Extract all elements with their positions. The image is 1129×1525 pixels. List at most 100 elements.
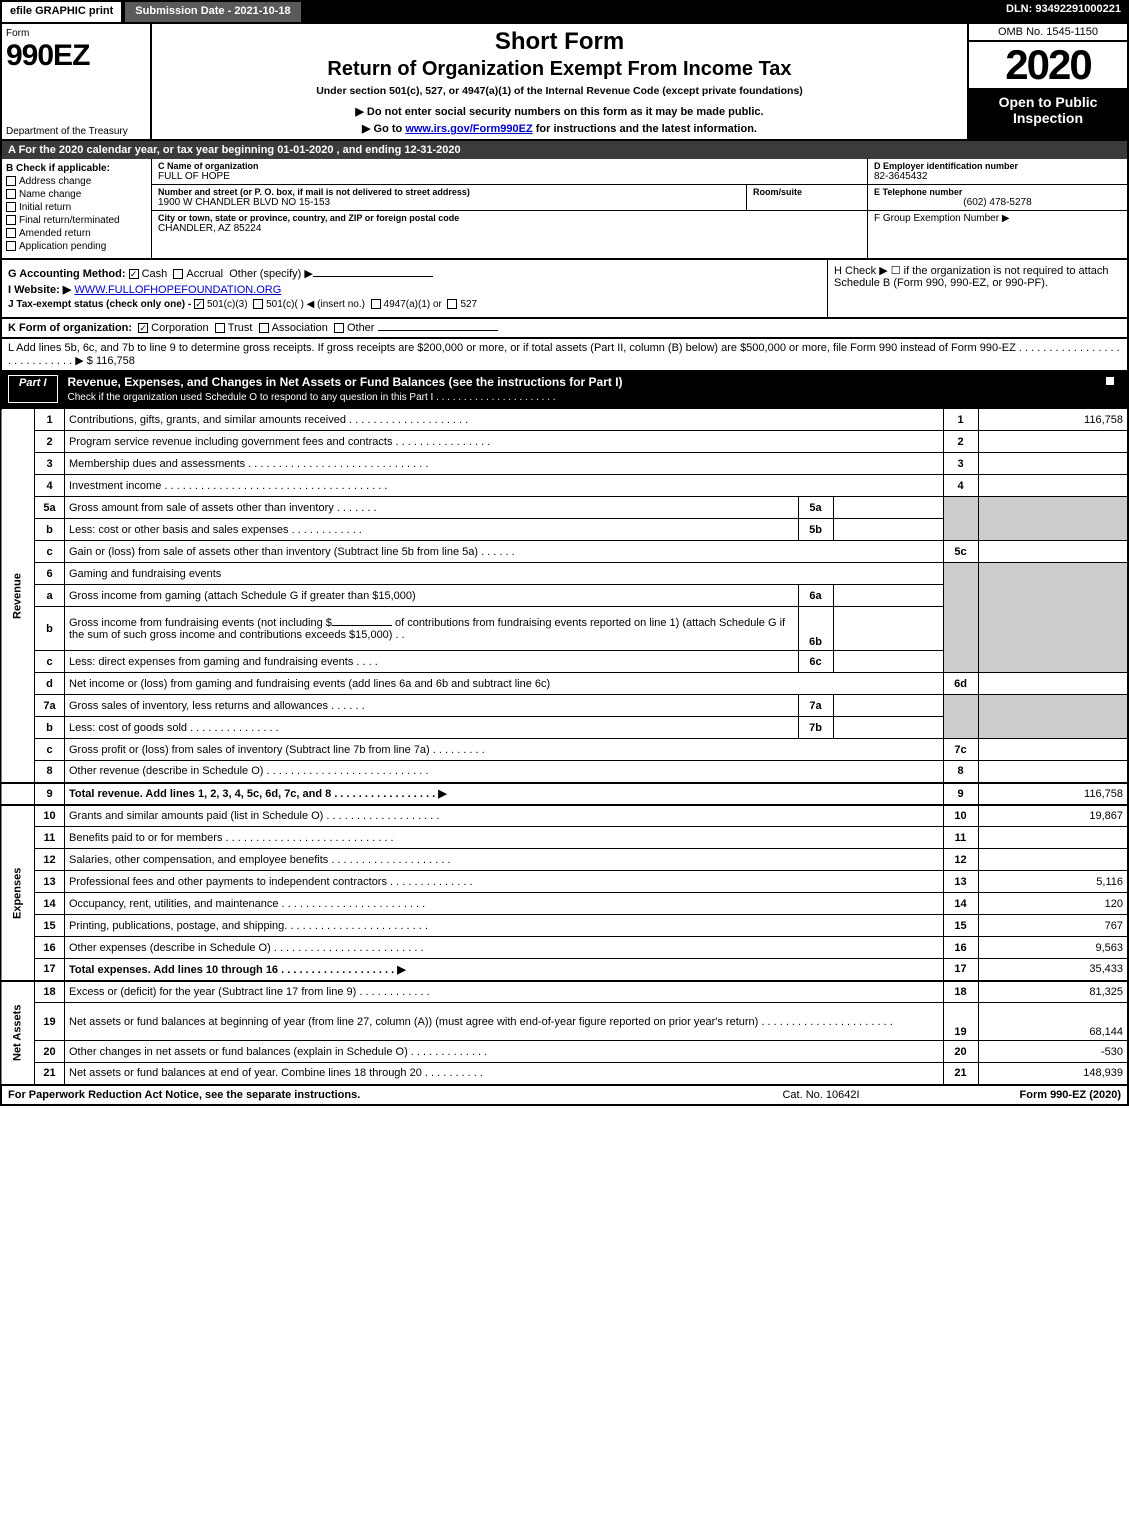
dln-label: DLN: 93492291000221 [998,0,1129,24]
line-19-amount: 68,144 [978,1003,1128,1041]
group-exemption-label: F Group Exemption Number ▶ [874,213,1121,224]
line-6b-desc: Gross income from fundraising events (no… [65,607,799,651]
warning-1: ▶ Do not enter social security numbers o… [158,105,961,118]
line-16-amount: 9,563 [978,937,1128,959]
checkbox-amended[interactable] [6,228,16,238]
footer-notice: For Paperwork Reduction Act Notice, see … [8,1089,721,1101]
line-9-desc: Total revenue. Add lines 1, 2, 3, 4, 5c,… [65,783,944,805]
warning-2: ▶ Go to www.irs.gov/Form990EZ for instru… [158,122,961,135]
line-21-amount: 148,939 [978,1063,1128,1085]
checkbox-initial-return[interactable] [6,202,16,212]
line-6d-amount [978,673,1128,695]
line-1-desc: Contributions, gifts, grants, and simila… [65,409,944,431]
checkbox-final-return[interactable] [6,215,16,225]
checkbox-accrual[interactable] [173,269,183,279]
block-g-h: G Accounting Method: Cash Accrual Other … [0,260,1129,319]
form-subtitle: Under section 501(c), 527, or 4947(a)(1)… [158,85,961,97]
row-i-website: I Website: ▶ WWW.FULLOFHOPEFOUNDATION.OR… [8,283,821,296]
checkbox-501c[interactable] [253,299,263,309]
line-6a-value [833,585,943,607]
part-1-label: Part I [8,375,58,403]
line-16-desc: Other expenses (describe in Schedule O) … [65,937,944,959]
checkbox-schedule-o[interactable] [1105,376,1115,386]
other-specify-input[interactable] [313,276,433,277]
checkbox-association[interactable] [259,323,269,333]
submission-date: Submission Date - 2021-10-18 [123,0,302,24]
tel-value: (602) 478-5278 [874,197,1121,208]
line-7b-value [833,717,943,739]
form-word: Form [6,28,146,39]
checkbox-other-org[interactable] [334,323,344,333]
addr-label: Number and street (or P. O. box, if mail… [158,187,740,197]
expenses-section-label: Expenses [1,805,35,981]
checkbox-4947[interactable] [371,299,381,309]
form-header: Form 990EZ Department of the Treasury Sh… [0,24,1129,141]
row-j-tax-status: J Tax-exempt status (check only one) - 5… [8,299,821,310]
block-d-e-f: D Employer identification number 82-3645… [867,159,1127,258]
line-10-amount: 19,867 [978,805,1128,827]
block-c: C Name of organization FULL OF HOPE Numb… [152,159,867,258]
block-b: B Check if applicable: Address change Na… [2,159,152,258]
department-label: Department of the Treasury [6,126,128,137]
website-link[interactable]: WWW.FULLOFHOPEFOUNDATION.ORG [74,284,281,296]
efile-label[interactable]: efile GRAPHIC print [0,0,123,24]
row-l: L Add lines 5b, 6c, and 7b to line 9 to … [0,339,1129,372]
line-2-amount [978,431,1128,453]
org-name: FULL OF HOPE [158,171,861,182]
line-12-desc: Salaries, other compensation, and employ… [65,849,944,871]
top-bar: efile GRAPHIC print Submission Date - 20… [0,0,1129,24]
other-org-input[interactable] [378,330,498,331]
revenue-section-label: Revenue [1,409,35,783]
line-7a-value [833,695,943,717]
omb-number: OMB No. 1545-1150 [969,24,1127,42]
form-title-2: Return of Organization Exempt From Incom… [158,58,961,81]
checkbox-corporation[interactable] [138,323,148,333]
line-7b-desc: Less: cost of goods sold . . . . . . . .… [65,717,799,739]
irs-link[interactable]: www.irs.gov/Form990EZ [405,123,532,135]
checkbox-pending[interactable] [6,241,16,251]
checkbox-trust[interactable] [215,323,225,333]
line-4-desc: Investment income . . . . . . . . . . . … [65,475,944,497]
part-1-title: Revenue, Expenses, and Changes in Net As… [68,375,623,389]
checkbox-name-change[interactable] [6,189,16,199]
checkbox-cash[interactable] [129,269,139,279]
checkbox-501c3[interactable] [194,299,204,309]
line-18-amount: 81,325 [978,981,1128,1003]
ein-value: 82-3645432 [874,171,1121,182]
part-1-subtitle: Check if the organization used Schedule … [68,392,556,403]
city-label: City or town, state or province, country… [158,213,861,223]
checkbox-address-change[interactable] [6,176,16,186]
line-5a-desc: Gross amount from sale of assets other t… [65,497,799,519]
tax-year: 2020 [969,42,1127,90]
line-14-amount: 120 [978,893,1128,915]
line-2-desc: Program service revenue including govern… [65,431,944,453]
org-city: CHANDLER, AZ 85224 [158,223,861,234]
line-9-amount: 116,758 [978,783,1128,805]
line-5c-desc: Gain or (loss) from sale of assets other… [65,541,944,563]
block-b-title: B Check if applicable: [6,163,147,174]
line-11-amount [978,827,1128,849]
line-20-desc: Other changes in net assets or fund bala… [65,1041,944,1063]
line-6-desc: Gaming and fundraising events [65,563,944,585]
room-label: Room/suite [753,187,861,197]
block-b-c-d: B Check if applicable: Address change Na… [0,159,1129,260]
line-7c-desc: Gross profit or (loss) from sales of inv… [65,739,944,761]
line-1-amount: 116,758 [978,409,1128,431]
form-title-1: Short Form [158,28,961,56]
footer-catno: Cat. No. 10642I [721,1089,921,1101]
line-17-desc: Total expenses. Add lines 10 through 16 … [65,959,944,981]
line-6c-desc: Less: direct expenses from gaming and fu… [65,651,799,673]
gross-receipts-amount: 116,758 [96,355,135,367]
line-12-amount [978,849,1128,871]
line-6b-value [833,607,943,651]
row-h: H Check ▶ ☐ if the organization is not r… [827,260,1127,317]
line-5a-value [833,497,943,519]
checkbox-527[interactable] [447,299,457,309]
row-g-accounting: G Accounting Method: Cash Accrual Other … [8,267,821,280]
line-5b-desc: Less: cost or other basis and sales expe… [65,519,799,541]
footer-formref: Form 990-EZ (2020) [921,1089,1121,1101]
line-19-desc: Net assets or fund balances at beginning… [65,1003,944,1041]
line-8-desc: Other revenue (describe in Schedule O) .… [65,761,944,783]
line-10-desc: Grants and similar amounts paid (list in… [65,805,944,827]
line-13-desc: Professional fees and other payments to … [65,871,944,893]
